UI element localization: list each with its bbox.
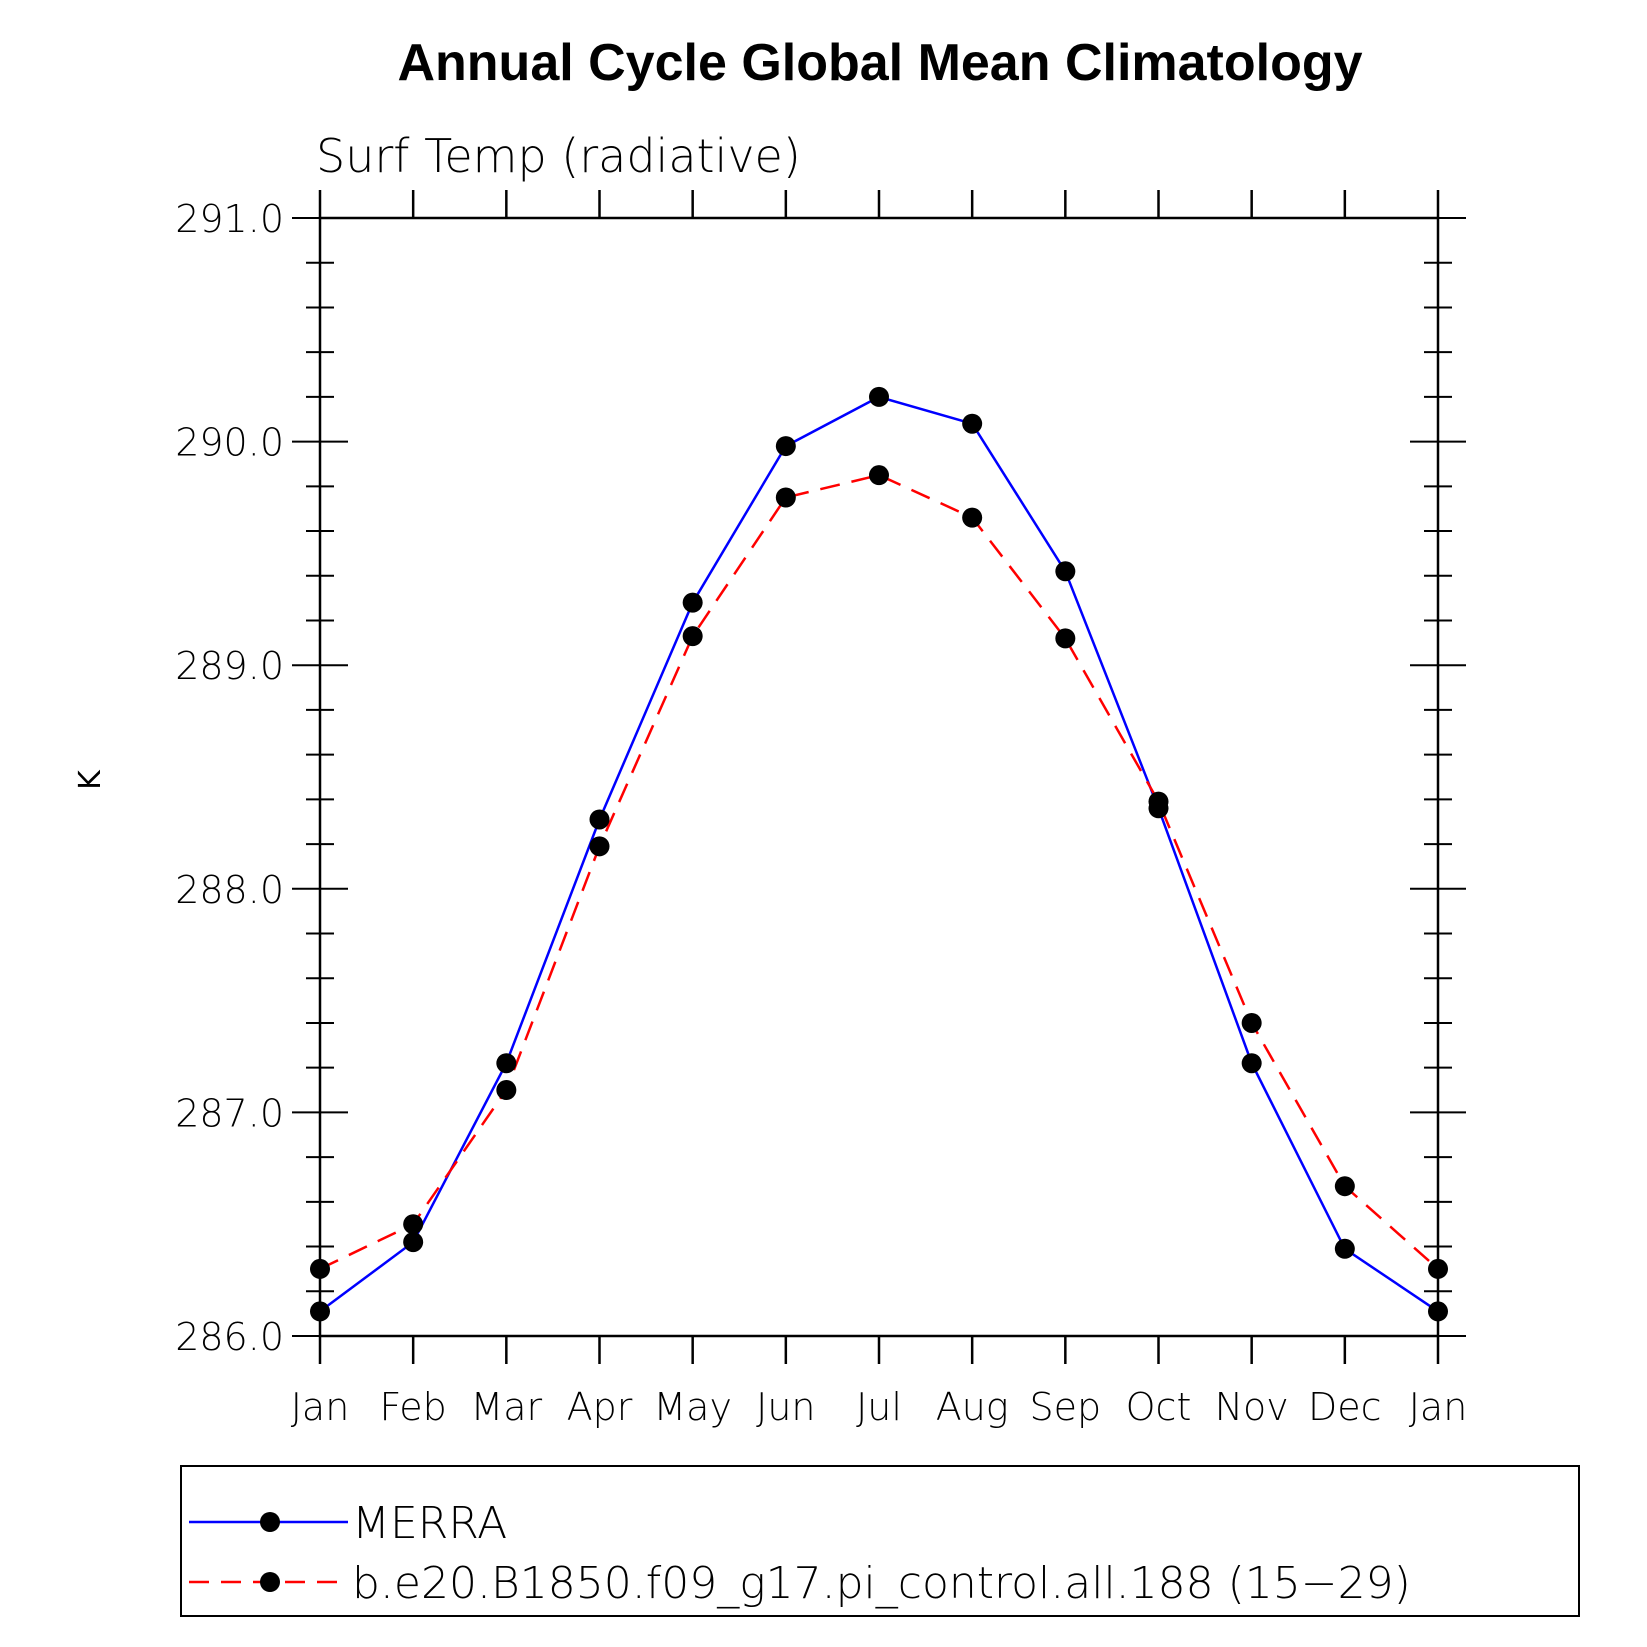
series-line-0: [319, 395, 1439, 1313]
x-tick-label: Jul: [856, 1385, 902, 1429]
data-point-series-0: [403, 1232, 424, 1253]
data-point-series-1: [403, 1214, 424, 1235]
x-tick-label: Feb: [380, 1385, 447, 1429]
x-tick-label: May: [653, 1385, 732, 1429]
chart-title: Annual Cycle Global Mean Climatology: [397, 34, 1362, 92]
x-tick-label: Apr: [567, 1385, 633, 1429]
legend-label-1: b.e20.B1850.f09_g17.pi_control.all.188 (…: [352, 1558, 1411, 1609]
data-point-series-0: [1334, 1238, 1355, 1259]
data-point-series-1: [1055, 628, 1076, 649]
data-point-series-0: [310, 1301, 330, 1322]
legend-label-0: MERRA: [352, 1498, 507, 1549]
data-point-series-0: [496, 1053, 517, 1074]
data-point-series-0: [962, 413, 983, 434]
data-point-series-0: [1241, 1053, 1262, 1074]
x-tick-labels: Jan Feb Mar Apr May Jun Jul Aug Sep Oct Nov Dec Jan: [291, 1385, 1468, 1429]
series-points: [310, 386, 1448, 1322]
axis-ticks: [292, 190, 1466, 1364]
y-tick-label: 289.0: [175, 644, 284, 688]
x-tick-label: Aug: [936, 1385, 1009, 1429]
data-point-series-1: [1334, 1176, 1355, 1197]
x-tick-label: Mar: [470, 1385, 542, 1429]
x-tick-label: Oct: [1126, 1385, 1192, 1429]
y-tick-label: 290.0: [175, 421, 284, 465]
data-point-series-1: [496, 1080, 517, 1101]
data-point-series-1: [962, 507, 983, 528]
data-point-series-0: [775, 436, 796, 457]
y-tick-labels: 286.0 287.0 288.0 289.0 290.0 291.0: [175, 197, 284, 1359]
plot-frame: [318, 216, 1440, 1338]
data-point-series-1: [1428, 1258, 1448, 1279]
x-tick-label: Nov: [1215, 1385, 1289, 1429]
x-tick-label: Dec: [1308, 1385, 1382, 1429]
data-point-series-1: [775, 487, 796, 508]
data-point-series-0: [589, 809, 610, 830]
x-tick-label: Jan: [1409, 1385, 1468, 1429]
legend: MERRA b.e20.B1850.f09_g17.pi_control.all.…: [189, 1498, 1411, 1609]
data-point-series-1: [869, 465, 889, 486]
series-line-1: [319, 473, 1439, 1271]
data-point-series-1: [310, 1258, 330, 1279]
data-point-series-1: [1148, 791, 1169, 812]
legend-marker-0: [260, 1512, 280, 1532]
y-tick-label: 286.0: [175, 1315, 284, 1359]
y-tick-label: 287.0: [175, 1091, 284, 1135]
data-point-series-0: [682, 592, 703, 613]
data-point-series-1: [682, 626, 703, 647]
data-point-series-0: [869, 386, 889, 407]
x-tick-label: Jan: [291, 1385, 350, 1429]
legend-marker-1: [260, 1572, 280, 1592]
chart-subtitle: Surf Temp (radiative): [316, 129, 801, 183]
series-lines: [319, 395, 1439, 1313]
x-tick-label: Jun: [756, 1385, 815, 1429]
y-tick-label: 288.0: [175, 868, 284, 912]
legend-box: [180, 1465, 1580, 1617]
data-point-series-0: [1055, 561, 1076, 582]
data-point-series-0: [1428, 1301, 1448, 1322]
y-axis-label: K: [73, 769, 108, 790]
data-point-series-1: [589, 836, 610, 857]
y-tick-label: 291.0: [175, 197, 284, 241]
x-tick-label: Sep: [1030, 1385, 1102, 1429]
data-point-series-1: [1241, 1012, 1262, 1033]
